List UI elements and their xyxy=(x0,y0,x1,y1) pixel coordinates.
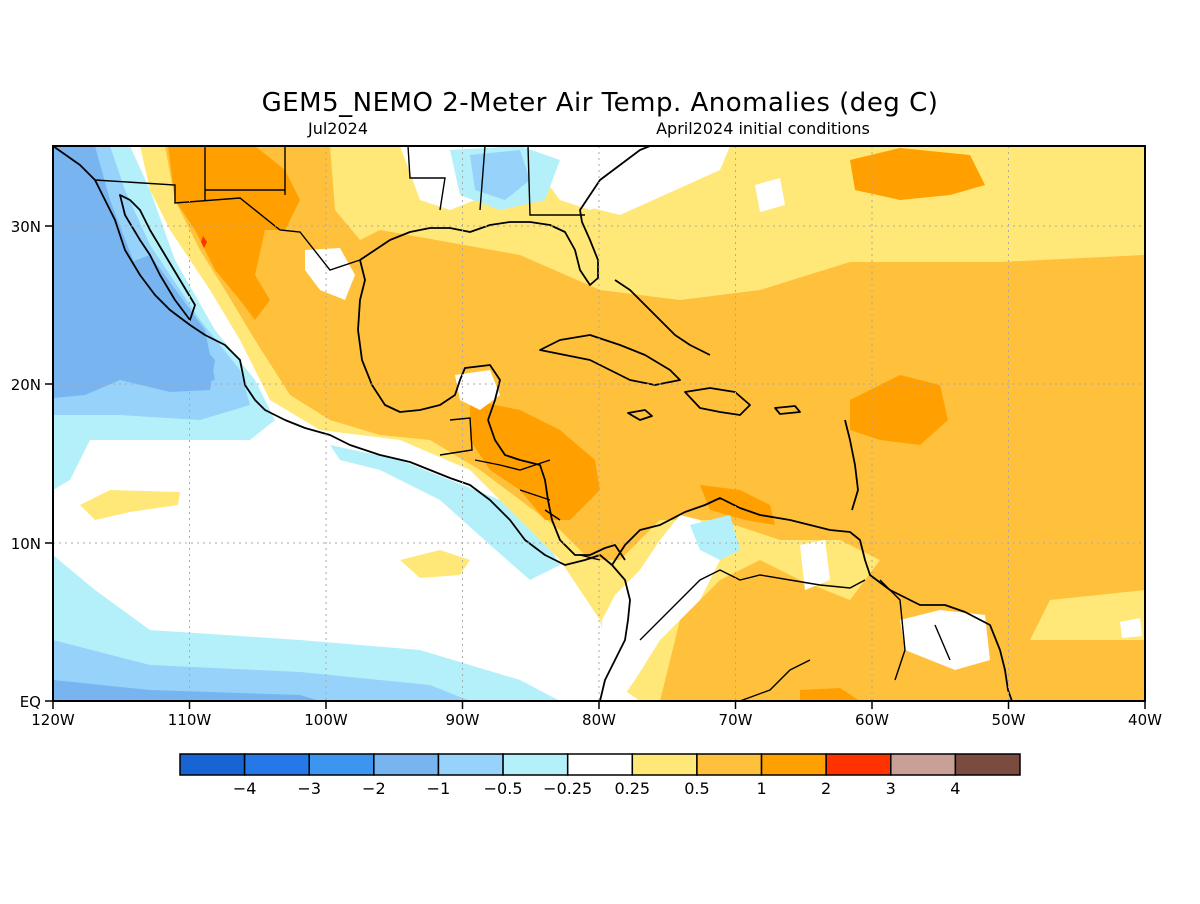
colorbar-swatch-0 xyxy=(179,753,246,776)
y-tick-label-eq: EQ xyxy=(20,693,41,711)
pacific-warm-patch-west xyxy=(80,490,180,520)
south-america-north-coast xyxy=(611,497,1013,701)
lesser-antilles xyxy=(844,419,859,511)
colorbar-label-11: 4 xyxy=(950,779,960,798)
atlantic-hot-patch xyxy=(850,148,985,200)
central-america-coastal-cool-band xyxy=(330,445,560,580)
colorbar-label-10: 3 xyxy=(886,779,896,798)
political-borders xyxy=(94,146,951,701)
mexico-red-hotspot xyxy=(201,236,207,248)
colorbar-label-5: −0.25 xyxy=(543,779,592,798)
x-tick-label-50w: 50W xyxy=(992,711,1026,729)
forecast-month-label: Jul2024 xyxy=(307,119,368,138)
gulf-warm-fill xyxy=(360,240,560,400)
colorbar-swatch-5 xyxy=(502,753,569,776)
colorbar-swatch-4 xyxy=(437,753,504,776)
colorbar-swatch-3 xyxy=(373,753,440,776)
bahamas-islands xyxy=(614,279,711,356)
venezuela-coast-hot-patch xyxy=(700,485,775,525)
colorbar-swatch-10 xyxy=(825,753,892,776)
colorbar-swatch-6 xyxy=(566,753,634,776)
colorbar-label-4: −0.5 xyxy=(484,779,523,798)
colorbar-label-0: −4 xyxy=(233,779,257,798)
colorbar-label-8: 1 xyxy=(756,779,766,798)
puerto-rico-island xyxy=(774,405,801,415)
coastlines xyxy=(53,146,1013,701)
colorbar-swatch-12 xyxy=(954,753,1021,776)
gulf-coast-mexico-usa xyxy=(357,259,501,421)
colorbar-swatch-1 xyxy=(243,753,310,776)
x-tick-label-70w: 70W xyxy=(719,711,753,729)
hispaniola-island xyxy=(684,387,751,416)
x-tick-label-80w: 80W xyxy=(582,711,616,729)
central-america-borders xyxy=(439,417,601,561)
colorbar-swatch-11 xyxy=(890,753,957,776)
map-panel xyxy=(53,146,1145,701)
colorbar-swatch-9 xyxy=(760,753,827,776)
pacific-warm-patch-east xyxy=(400,550,470,578)
colorbar-label-7: 0.5 xyxy=(684,779,709,798)
guiana-neutral-patch xyxy=(800,540,830,590)
atlantic-neutral-patch-2 xyxy=(1120,618,1142,638)
colorbar: −4 −3 −2 −1 −0.5 −0.25 0.25 0.5 1 2 3 4 xyxy=(179,753,1021,798)
y-tick-label-20n: 20N xyxy=(11,376,41,394)
pacific-southwest-cool-band xyxy=(53,555,560,701)
colorbar-swatch-7 xyxy=(631,753,698,776)
colorbar-swatch-2 xyxy=(308,753,375,776)
initial-conditions-label: April2024 initial conditions xyxy=(656,119,870,138)
colorbar-label-3: −1 xyxy=(427,779,451,798)
maracaibo-cool-patch xyxy=(690,515,740,560)
yucatan-neutral-patch xyxy=(455,370,500,410)
x-tick-label-110w: 110W xyxy=(168,711,212,729)
colombia-neutral-region xyxy=(598,515,720,701)
pacific-coastline xyxy=(53,146,631,701)
colorbar-label-2: −2 xyxy=(362,779,386,798)
figure-title: GEM5_NEMO 2-Meter Air Temp. Anomalies (d… xyxy=(262,88,939,118)
cuba-island xyxy=(539,334,681,386)
x-tick-label-90w: 90W xyxy=(446,711,480,729)
colorbar-label-1: −3 xyxy=(297,779,321,798)
pacific-southwest-blue-band xyxy=(53,640,470,701)
x-tick-label-120w: 120W xyxy=(31,711,75,729)
colorbar-label-9: 2 xyxy=(821,779,831,798)
central-america-caribbean-coast xyxy=(487,419,626,561)
us-gulf-coast xyxy=(359,146,651,286)
axis-ticks xyxy=(45,225,1146,709)
amazon-hot-patch xyxy=(800,688,860,701)
texas-neutral-patch xyxy=(305,248,355,300)
x-tick-label-40w: 40W xyxy=(1128,711,1162,729)
jamaica-island xyxy=(627,409,653,421)
colorbar-swatch-8 xyxy=(696,753,763,776)
x-tick-label-60w: 60W xyxy=(855,711,889,729)
caribbean-hot-region xyxy=(470,400,600,520)
y-tick-label-10n: 10N xyxy=(11,535,41,553)
pacific-southwest-deep-blue-band xyxy=(53,680,320,701)
us-state-lines xyxy=(204,146,585,216)
us-mexico-border xyxy=(94,179,361,271)
brazil-neutral-patch xyxy=(900,610,990,670)
x-tick-label-100w: 100W xyxy=(304,711,348,729)
atlantic-neutral-patch-1 xyxy=(755,178,785,212)
baja-california-coastline xyxy=(119,194,196,321)
gulf-california-blue-patch xyxy=(110,255,215,390)
south-america-borders xyxy=(639,569,951,701)
colorbar-label-6: 0.25 xyxy=(614,779,650,798)
southeast-us-blue-patch xyxy=(470,150,530,200)
graticule xyxy=(53,146,1145,701)
y-tick-label-30n: 30N xyxy=(11,218,41,236)
central-atlantic-hot-patch xyxy=(850,375,948,445)
